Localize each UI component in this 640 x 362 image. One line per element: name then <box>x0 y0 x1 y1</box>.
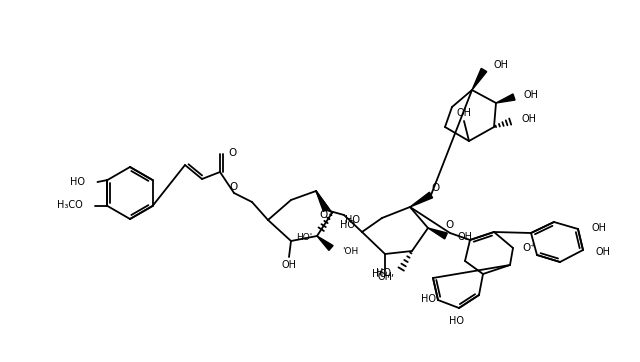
Text: O: O <box>228 148 236 158</box>
Text: HO': HO' <box>296 232 312 241</box>
Text: 'OH: 'OH <box>342 247 358 256</box>
Polygon shape <box>317 236 333 251</box>
Text: OH: OH <box>524 90 539 100</box>
Text: HO: HO <box>340 220 355 230</box>
Polygon shape <box>316 191 329 211</box>
Text: HO: HO <box>449 316 463 326</box>
Text: OH: OH <box>596 247 611 257</box>
Polygon shape <box>496 94 515 103</box>
Text: O⁺: O⁺ <box>522 243 536 253</box>
Text: O: O <box>230 182 238 192</box>
Text: OH: OH <box>282 260 296 270</box>
Text: HO,: HO, <box>372 269 390 279</box>
Text: OH: OH <box>494 60 509 70</box>
Polygon shape <box>472 68 487 90</box>
Text: O: O <box>320 210 328 220</box>
Polygon shape <box>410 192 433 207</box>
Text: O: O <box>431 183 439 193</box>
Text: OH: OH <box>591 223 606 233</box>
Text: HO,: HO, <box>376 268 394 278</box>
Text: OH: OH <box>456 108 472 118</box>
Text: HO: HO <box>421 294 436 304</box>
Text: OH: OH <box>522 114 537 124</box>
Text: HO: HO <box>70 177 86 187</box>
Text: OH: OH <box>378 272 392 282</box>
Text: OH: OH <box>458 232 473 242</box>
Text: HO: HO <box>345 215 360 225</box>
Polygon shape <box>428 228 447 239</box>
Text: O: O <box>446 220 454 230</box>
Text: H₃CO: H₃CO <box>57 200 83 210</box>
